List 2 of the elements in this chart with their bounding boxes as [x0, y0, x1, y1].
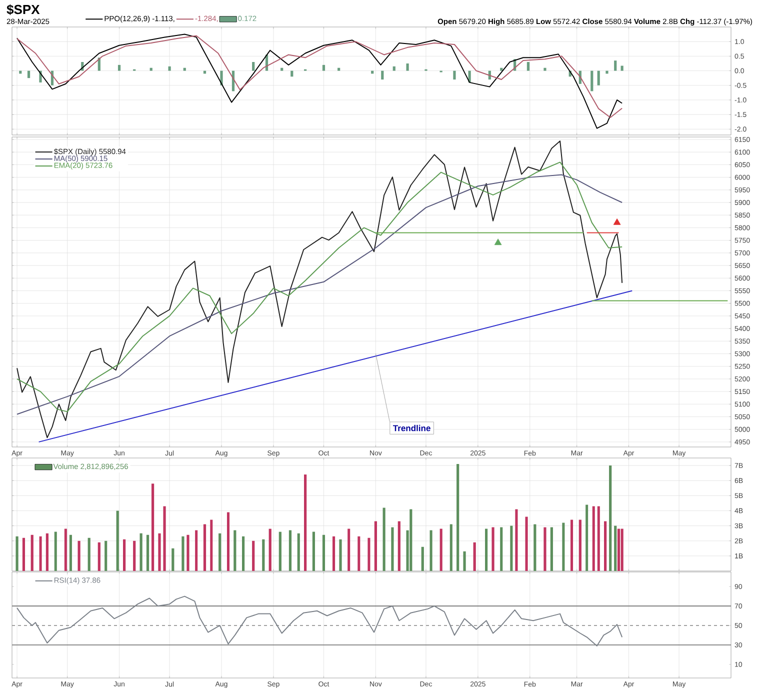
- annotation: Trendline: [392, 424, 430, 432]
- chart-title: $SPX: [6, 4, 40, 15]
